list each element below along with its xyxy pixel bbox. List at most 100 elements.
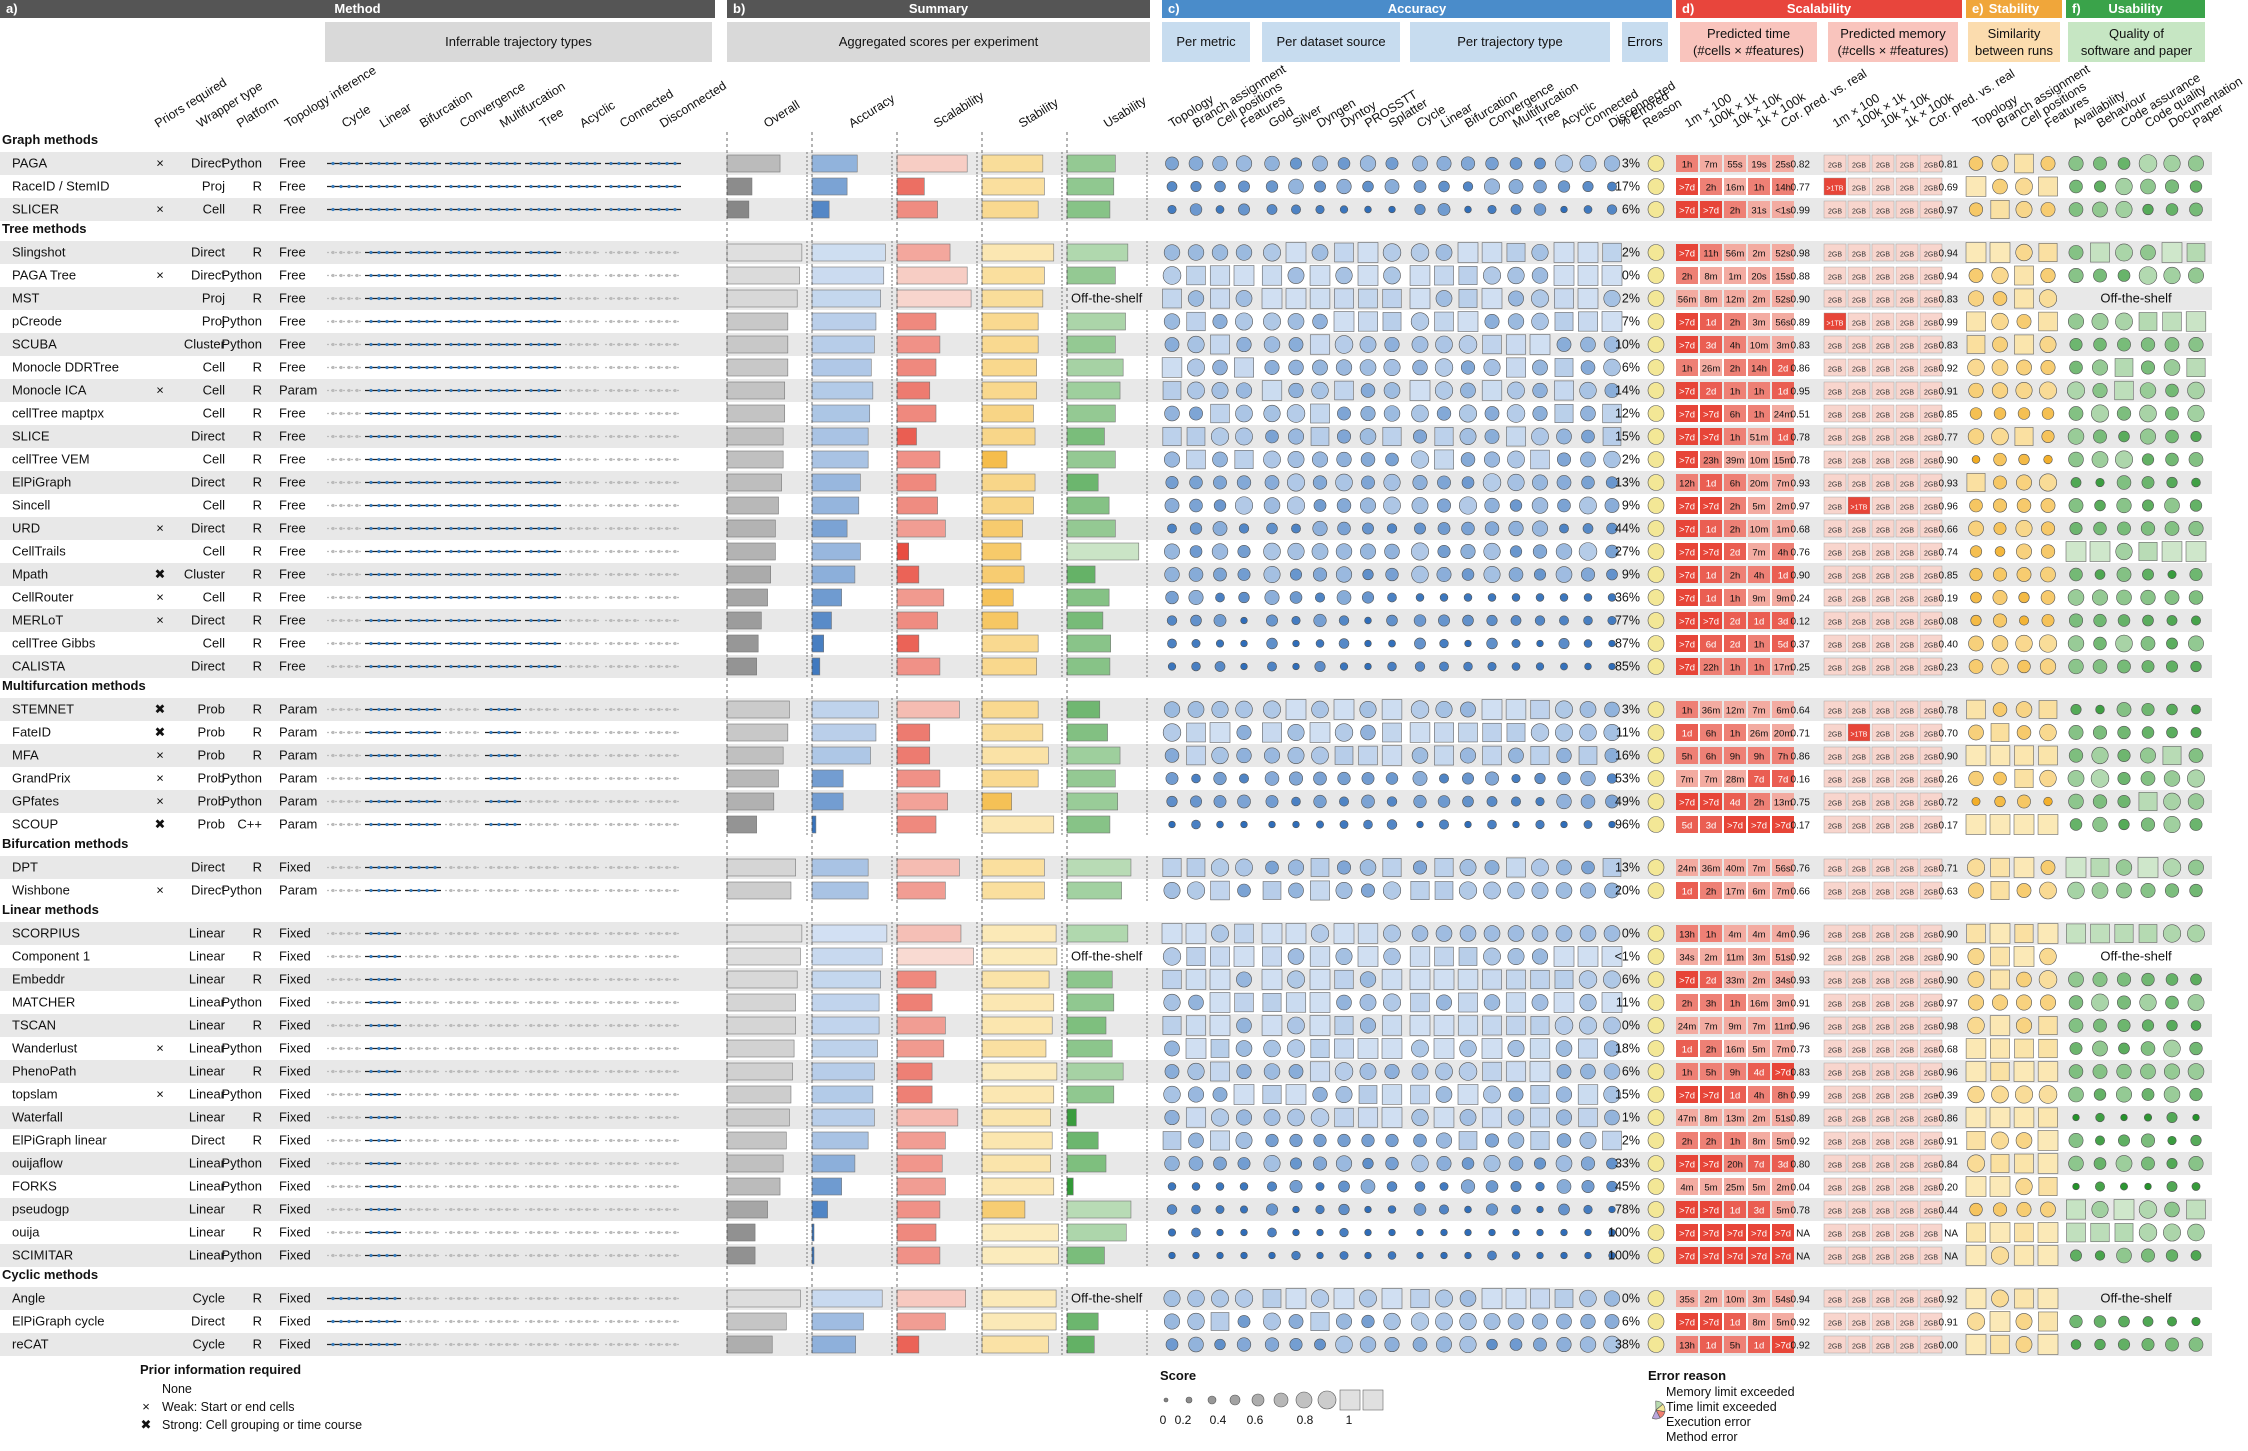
score-square <box>1578 1039 1597 1058</box>
trajectory-node <box>457 1001 460 1004</box>
error-reason-pie <box>1648 498 1664 514</box>
time-value: 7m <box>1704 160 1717 171</box>
score-square <box>1458 312 1478 332</box>
trajectory-node <box>537 932 540 935</box>
trajectory-node <box>433 550 436 553</box>
wrapper-type: Prob <box>198 817 225 832</box>
wrapper-type: Direct <box>191 883 225 898</box>
summary-bar-usability <box>1067 589 1109 606</box>
trajectory-node <box>377 412 380 415</box>
score-square <box>2014 1108 2034 1128</box>
trajectory-node <box>449 185 452 188</box>
time-value: 3d <box>1778 617 1789 628</box>
score-dot <box>1484 543 1501 560</box>
score-square <box>1483 1062 1502 1081</box>
trajectory-node <box>537 1162 540 1165</box>
trajectory-node <box>657 1231 660 1234</box>
score-square <box>1435 947 1454 966</box>
time-correlation: 0.16 <box>1791 775 1811 786</box>
time-value: >7d <box>1703 617 1719 628</box>
trajectory-node <box>585 458 588 461</box>
memory-correlation: 0.23 <box>1939 663 1959 674</box>
score-dot <box>1485 1134 1498 1147</box>
time-correlation: 0.77 <box>1791 183 1811 194</box>
score-dot <box>1994 772 2007 785</box>
score-square <box>2090 542 2110 562</box>
trajectory-node <box>617 481 620 484</box>
time-value: 5m <box>1776 1137 1789 1148</box>
trajectory-node <box>369 504 372 507</box>
wrapper-type: Cell <box>203 498 226 513</box>
score-dot <box>2163 925 2181 943</box>
trajectory-node <box>545 777 548 780</box>
trajectory-node <box>449 642 452 645</box>
score-square <box>2039 243 2057 261</box>
trajectory-node <box>513 1208 516 1211</box>
trajectory-node <box>673 550 676 553</box>
trajectory-node <box>505 823 508 826</box>
trajectory-node <box>513 458 516 461</box>
memory-value: 2GB <box>1828 344 1842 351</box>
score-dot <box>2140 994 2157 1011</box>
time-value: 8m <box>1704 272 1717 283</box>
trajectory-node <box>529 162 532 165</box>
trajectory-node <box>339 251 342 254</box>
trajectory-node <box>433 251 436 254</box>
score-dot <box>1165 749 1179 763</box>
topology-inference: Fixed <box>279 1133 311 1148</box>
score-square <box>1334 312 1354 332</box>
trajectory-node <box>593 800 596 803</box>
score-square <box>1382 1016 1401 1035</box>
score-dot <box>1188 336 1205 353</box>
score-square <box>2090 243 2109 262</box>
trajectory-node <box>553 823 556 826</box>
trajectory-node <box>657 665 660 668</box>
wrapper-type: Linear <box>189 995 226 1010</box>
trajectory-node <box>545 1070 548 1073</box>
trajectory-node <box>545 1162 548 1165</box>
score-dot <box>1313 521 1328 536</box>
method-name: DPT <box>12 860 38 875</box>
trajectory-node <box>537 731 540 734</box>
score-dot <box>2165 337 2179 351</box>
summary-bar-scalability <box>897 405 936 422</box>
trajectory-node <box>649 1070 652 1073</box>
summary-bar-scalability <box>897 1017 945 1034</box>
wrapper-type: Linear <box>189 1179 226 1194</box>
score-dot <box>2141 361 2154 374</box>
score-square <box>1555 358 1573 376</box>
score-dot <box>2188 860 2203 875</box>
score-dot <box>1536 594 1544 602</box>
memory-value: 2GB <box>1876 1117 1890 1124</box>
trajectory-node <box>393 955 396 958</box>
trajectory-node <box>377 297 380 300</box>
score-dot <box>2093 972 2107 986</box>
score-dot <box>1385 544 1400 559</box>
trajectory-node <box>545 573 548 576</box>
trajectory-node <box>355 435 358 438</box>
trajectory-node <box>657 527 660 530</box>
memory-value: 2GB <box>1852 956 1866 963</box>
score-dot <box>1164 702 1180 718</box>
score-dot <box>1237 337 1252 352</box>
score-dot <box>1994 453 2007 466</box>
score-dot <box>2017 972 2032 987</box>
score-square <box>1211 1040 1229 1058</box>
score-dot <box>1165 567 1180 582</box>
trajectory-node <box>369 527 372 530</box>
trajectory-node <box>355 665 358 668</box>
trajectory-node <box>545 731 548 734</box>
trajectory-node <box>609 777 612 780</box>
trajectory-node <box>657 208 660 211</box>
score-dot <box>1461 157 1475 171</box>
trajectory-node <box>569 800 572 803</box>
score-dot <box>1460 428 1476 444</box>
trajectory-node <box>417 1185 420 1188</box>
trajectory-node <box>569 251 572 254</box>
score-dot <box>1970 568 1983 581</box>
score-dot <box>1605 498 1619 512</box>
memory-value: 2GB <box>1876 321 1890 328</box>
time-correlation: 0.76 <box>1791 548 1811 559</box>
trajectory-node <box>331 731 334 734</box>
trajectory-node <box>585 504 588 507</box>
